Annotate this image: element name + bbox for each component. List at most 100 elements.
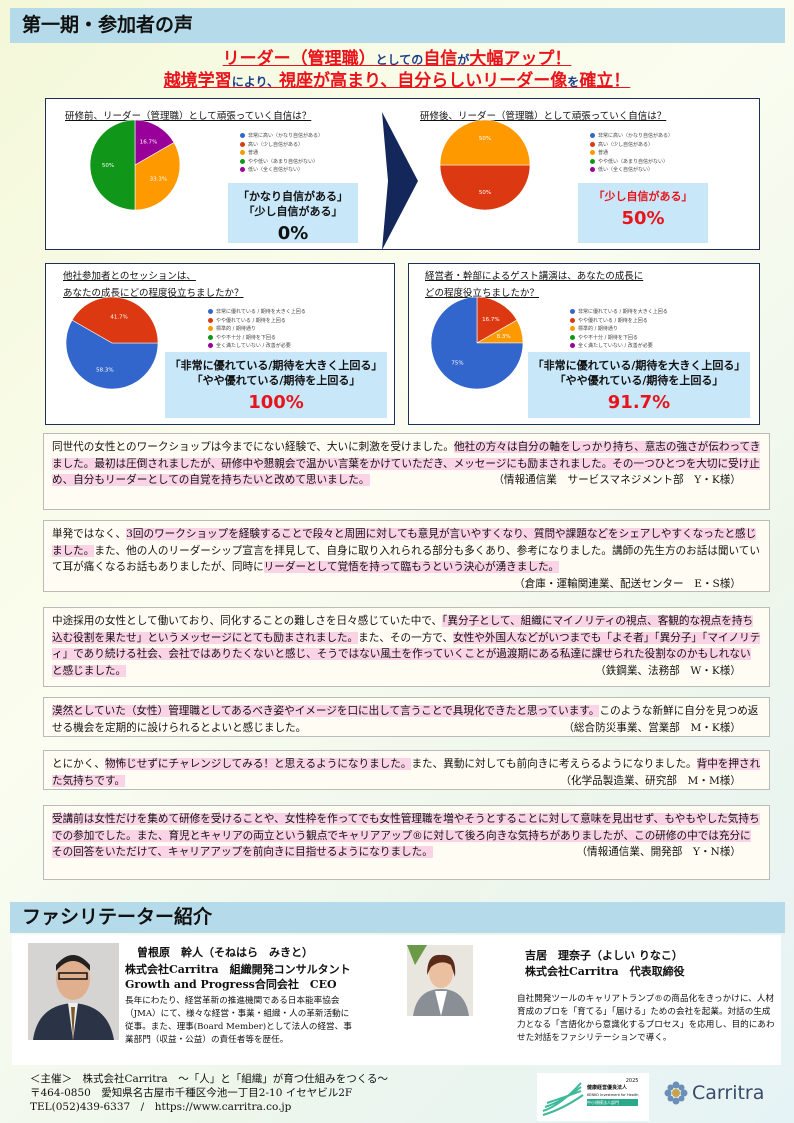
- legend-dot-icon: [240, 150, 245, 155]
- section-title-voices: 第一期・参加者の声: [10, 8, 785, 43]
- result-value: 0%: [277, 223, 309, 244]
- survey-question-line: どの程度役立ちましたか？: [425, 288, 540, 299]
- legend-item: 非常に高い（かなり自信がある）: [240, 132, 323, 141]
- kenko-name: 健康経営優良法人: [587, 1085, 628, 1091]
- legend-label: 非常に高い（かなり自信がある）: [598, 133, 674, 139]
- legend-dot-icon: [590, 158, 595, 164]
- testimonial-author: （情報通信業、開発部 Y・N様）: [576, 846, 741, 858]
- legend-dot-icon: [570, 309, 575, 314]
- legend-dot-icon: [590, 141, 595, 147]
- testimonial-card: 中途採用の女性として働いており、同化することの難しさを日々感じていた中で、「異分…: [43, 607, 770, 687]
- testimonial-author: （化学品製造業、研究部 M・M様）: [560, 774, 741, 787]
- legend-dot-icon: [240, 158, 245, 164]
- pie-slice-label: 41.7%: [110, 314, 127, 320]
- survey-question-line: 経営者・幹部によるゲスト講演は、あなたの成長に: [425, 271, 644, 282]
- result-label: 「やや優れている/期待を上回る」: [191, 374, 361, 387]
- testimonial-card: とにかく、物怖じせずにチャレンジしてみる！と思えるようになりました。また、異動に…: [43, 750, 770, 790]
- legend-dot-icon: [570, 317, 575, 323]
- survey-question-line: あなたの成長にどの程度役立ちましたか？: [63, 288, 244, 299]
- facilitator-title: 株式会社Carritra 組織開発コンサルタント: [125, 963, 351, 976]
- headline-line-2: 越境学習により、視座が高まり、自分らしいリーダー像を確立！: [0, 70, 794, 94]
- pie-slice-red: [71, 296, 159, 344]
- pie-slice-blue: [430, 296, 524, 390]
- legend-dot-icon: [590, 167, 595, 172]
- headline-segment: 越境学習: [163, 71, 232, 91]
- testimonial-text: このような新鮮に自分を見つめ返せる機会を定期的に設けられるとよいと感じました。: [52, 705, 759, 734]
- facilitators-panel: [12, 935, 781, 1065]
- facilitator-title: Growth and Progress合同会社 CEO: [125, 978, 337, 991]
- pie-slice-label: 16.7%: [140, 140, 157, 146]
- testimonial-card: 漠然としていた（女性）管理職としてあるべき姿やイメージを口に出して言うことで具現…: [43, 697, 770, 737]
- legend-dot-icon: [570, 326, 575, 331]
- footer-address: 〒464-0850 愛知県名古屋市千種区今池一丁目2-10 イセヤビル2F: [30, 1087, 353, 1099]
- carritra-logo-text: Carritra: [692, 1082, 765, 1104]
- headline-segment: により、: [231, 75, 279, 89]
- facilitator-photo-sonehara: [28, 943, 119, 1040]
- legend-dot-icon: [590, 133, 595, 138]
- legend-label: 高い（少し自信がある）: [598, 141, 654, 148]
- legend-dot-icon: [208, 309, 213, 314]
- legend-label: 低い（全く自信がない）: [248, 167, 304, 173]
- result-label: 「非常に優れている/期待を大きく上回る」: [532, 359, 746, 372]
- legend-item: 高い（少し自信がある）: [590, 141, 673, 150]
- legend-label: 非常に優れている / 期待を大きく上回る: [578, 309, 668, 315]
- pie-slice-label: 50%: [479, 136, 491, 142]
- legend-label: やや低い（あまり自信がない）: [248, 158, 319, 165]
- legend-dot-icon: [208, 326, 213, 331]
- kenko-year: 2025: [625, 1078, 639, 1084]
- kenko-keiei-logo: 2025 健康経営優良法人 KENKO Investment for Healt…: [537, 1073, 649, 1121]
- testimonial-text: 単発ではなく、: [52, 528, 127, 540]
- pie-slice-red: [439, 164, 531, 211]
- legend-dot-icon: [208, 343, 213, 348]
- headline-segment: 大幅アップ！: [469, 49, 572, 69]
- footer-organizer: ＜主催＞ 株式会社Carritra ～「人」と「組織」が育つ仕組みをつくる～: [30, 1073, 388, 1085]
- pie-slice-blue: [65, 319, 159, 390]
- pie-slice-label: 50%: [479, 190, 491, 196]
- pie-slice-label: 75%: [451, 361, 463, 367]
- pie-slice-label: 33.3%: [150, 177, 167, 183]
- pie-slice-orange: [134, 142, 181, 211]
- pie-legend: 非常に高い（かなり自信がある） 高い（少し自信がある） 普通 やや低い（あまり自信がな…: [240, 132, 323, 175]
- headline-segment: としての: [375, 53, 424, 67]
- pie-chart: 16.7% 8.3% 75%: [430, 296, 524, 390]
- result-label: 「少し自信がある」: [593, 190, 693, 203]
- carritra-flower-icon: [664, 1081, 688, 1105]
- legend-dot-icon: [240, 141, 245, 147]
- highlighted-text: 漠然としていた（女性）管理職としてあるべき姿やイメージを口に出して言うことで具現…: [52, 705, 600, 717]
- testimonial-text: また、その一方で、: [358, 631, 454, 644]
- legend-item: やや不十分 / 期待を下回る: [570, 334, 668, 343]
- pie-slice-orange: [439, 119, 531, 166]
- legend-label: 非常に優れている / 期待を大きく上回る: [216, 309, 306, 315]
- survey-result-box: 「非常に優れている/期待を大きく上回る」 「やや優れている/期待を上回る」 100%: [165, 352, 387, 418]
- headline-segment: 自信: [423, 49, 458, 69]
- legend-dot-icon: [590, 150, 595, 155]
- legend-item: 全く満たしていない / 改善が必要: [570, 342, 668, 351]
- testimonial-text: とにかく、: [52, 758, 105, 770]
- testimonial-author: （総合防災事業、営業部 M・K様）: [563, 721, 741, 734]
- kenko-sub: 中小規模法人部門: [587, 1099, 639, 1106]
- pie-legend: 非常に高い（かなり自信がある） 高い（少し自信がある） 普通 やや低い（あまり自信がな…: [590, 132, 673, 175]
- legend-label: やや優れている / 期待を上回る: [216, 317, 286, 324]
- legend-item: 低い（全く自信がない）: [590, 166, 673, 175]
- testimonial-author: （情報通信業 サービスマネジメント部 Y・K様）: [493, 474, 741, 486]
- legend-item: やや優れている / 期待を上回る: [570, 317, 668, 326]
- wave-logo-icon: [542, 1082, 584, 1116]
- facilitator-photo-yoshii: [407, 945, 473, 1016]
- footer-contact[interactable]: TEL(052)439-6337 / https://www.carritra.…: [30, 1101, 292, 1113]
- survey-result-box: 「かなり自信がある」 「少し自信がある」 0%: [228, 183, 358, 244]
- testimonial-text: 中途採用の女性として働いており、同化することの難しさを日々感じていた中で、: [52, 615, 443, 627]
- result-value: 50%: [621, 208, 665, 229]
- legend-label: やや不十分 / 期待を下回る: [216, 334, 276, 341]
- legend-item: 非常に優れている / 期待を大きく上回る: [570, 308, 668, 317]
- legend-item: 非常に高い（かなり自信がある）: [590, 132, 673, 141]
- legend-label: 全く満たしていない / 改善が必要: [578, 343, 653, 349]
- legend-item: 非常に優れている / 期待を大きく上回る: [208, 308, 306, 317]
- legend-item: やや低い（あまり自信がない）: [590, 158, 673, 167]
- result-value: 100%: [248, 392, 304, 413]
- legend-item: やや低い（あまり自信がない）: [240, 158, 323, 167]
- facilitator-name: 曽根原 幹人（そねはら みきと）: [137, 946, 313, 959]
- legend-item: やや優れている / 期待を上回る: [208, 317, 306, 326]
- legend-label: 標準的 / 期待通り: [578, 326, 618, 332]
- testimonial-author: （鉄鋼業、法務部 W・K様）: [595, 664, 741, 677]
- legend-item: やや不十分 / 期待を下回る: [208, 334, 306, 343]
